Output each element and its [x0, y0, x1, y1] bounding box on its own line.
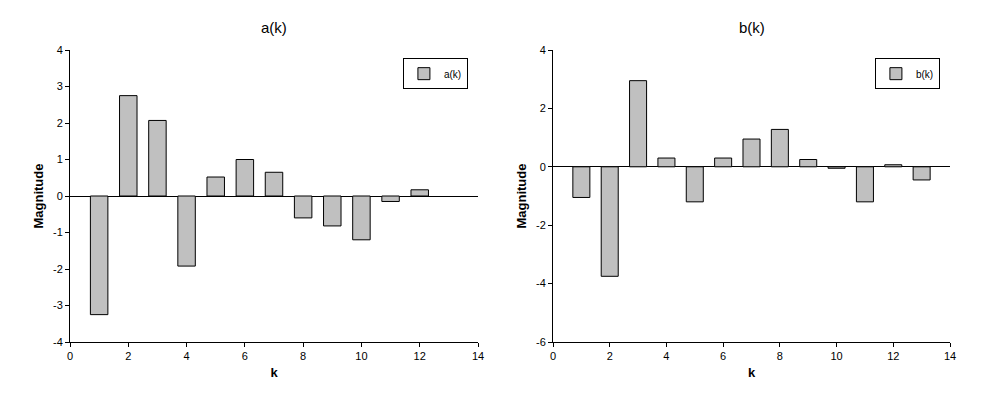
svg-text:0: 0	[57, 190, 63, 202]
svg-text:b(k): b(k)	[739, 19, 765, 36]
svg-text:Magnitude: Magnitude	[31, 164, 46, 229]
svg-text:8: 8	[300, 350, 306, 362]
svg-text:a(k): a(k)	[261, 19, 287, 36]
svg-text:2: 2	[540, 102, 546, 114]
svg-text:-3: -3	[53, 299, 63, 311]
svg-text:14: 14	[944, 350, 956, 362]
svg-text:2: 2	[57, 117, 63, 129]
svg-text:0: 0	[67, 350, 73, 362]
svg-text:-1: -1	[53, 226, 63, 238]
svg-text:2: 2	[125, 350, 131, 362]
svg-text:3: 3	[57, 80, 63, 92]
svg-text:10: 10	[355, 350, 367, 362]
svg-text:Magnitude: Magnitude	[514, 164, 529, 229]
svg-text:4: 4	[57, 44, 63, 56]
svg-text:0: 0	[550, 350, 556, 362]
svg-text:1: 1	[57, 153, 63, 165]
svg-text:4: 4	[184, 350, 190, 362]
svg-text:-2: -2	[536, 219, 546, 231]
svg-text:6: 6	[242, 350, 248, 362]
svg-text:a(k): a(k)	[444, 69, 461, 80]
svg-text:k: k	[748, 365, 756, 380]
svg-text:14: 14	[472, 350, 484, 362]
svg-text:-4: -4	[53, 336, 63, 348]
svg-text:12: 12	[414, 350, 426, 362]
svg-text:b(k): b(k)	[916, 69, 933, 80]
svg-text:12: 12	[887, 350, 899, 362]
svg-text:-2: -2	[53, 263, 63, 275]
svg-text:8: 8	[777, 350, 783, 362]
svg-text:4: 4	[540, 44, 546, 56]
svg-text:-6: -6	[536, 336, 546, 348]
svg-text:-4: -4	[536, 277, 546, 289]
svg-text:k: k	[270, 365, 278, 380]
svg-text:10: 10	[830, 350, 842, 362]
svg-text:4: 4	[663, 350, 669, 362]
svg-text:6: 6	[720, 350, 726, 362]
svg-text:2: 2	[607, 350, 613, 362]
svg-text:0: 0	[540, 161, 546, 173]
